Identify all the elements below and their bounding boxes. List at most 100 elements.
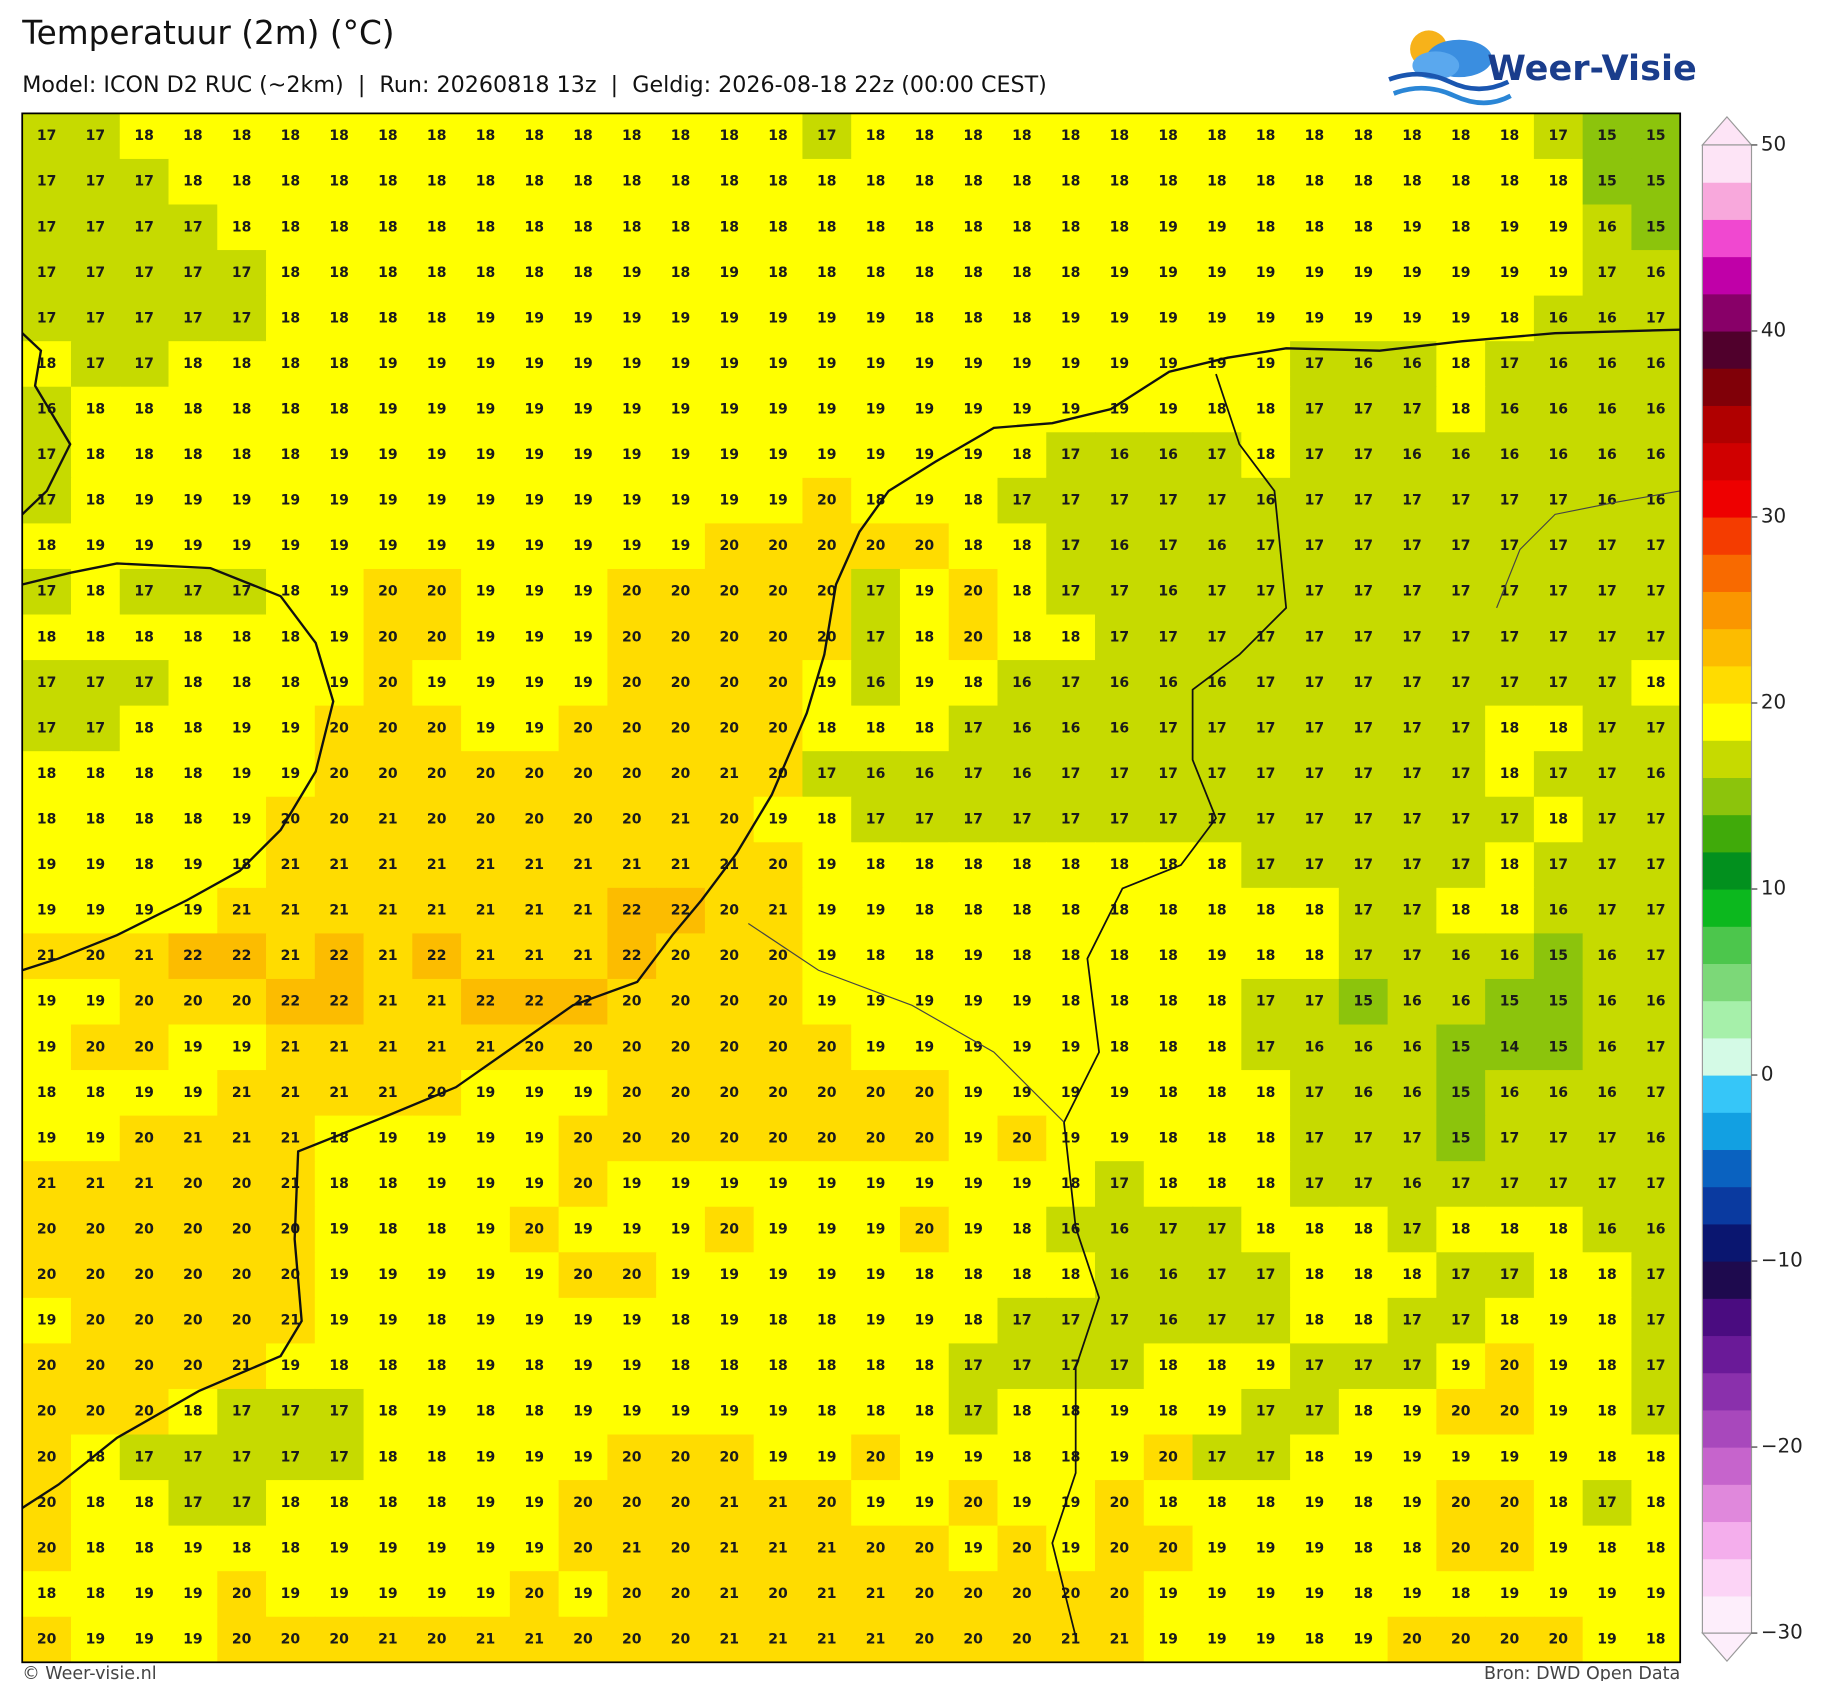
cell-value: 18: [1305, 1267, 1325, 1283]
cell-value: 19: [524, 1130, 544, 1146]
map-cell: [266, 386, 316, 433]
cell-value: 19: [720, 1176, 740, 1192]
cell-value: 19: [1402, 1404, 1422, 1420]
cell-value: 18: [817, 1358, 837, 1374]
cell-value: 18: [183, 629, 203, 645]
cell-value: 19: [915, 493, 935, 509]
cell-value: 19: [1305, 1586, 1325, 1602]
map-cell: [558, 432, 609, 479]
cell-value: 17: [1207, 493, 1227, 509]
cell-value: 18: [1597, 1449, 1617, 1465]
map-cell: [1192, 250, 1243, 297]
cell-value: 20: [915, 1085, 935, 1101]
map-cell: [704, 386, 755, 433]
map-cell: [899, 250, 950, 297]
cell-value: 17: [1061, 538, 1081, 554]
map-cell: [1095, 523, 1145, 570]
map-cell: [168, 250, 218, 297]
cell-value: 18: [524, 1404, 544, 1420]
map-cell: [509, 250, 560, 297]
map-cell: [119, 614, 170, 661]
map-cell: [1387, 477, 1438, 525]
cell-value: 16: [1158, 1313, 1178, 1329]
map-cell: [704, 660, 755, 707]
cell-value: 19: [817, 1267, 837, 1283]
map-cell: [1143, 432, 1194, 479]
cell-value: 18: [134, 812, 154, 828]
map-cell: [948, 250, 999, 297]
cell-value: 19: [329, 1540, 349, 1556]
map-cell: [656, 614, 706, 661]
cell-value: 17: [1402, 538, 1422, 554]
cell-value: 21: [476, 1632, 496, 1648]
cell-value: 19: [329, 629, 349, 645]
cell-value: 19: [427, 1586, 447, 1602]
map-cell: [1533, 250, 1584, 297]
map-cell: [217, 295, 267, 342]
cell-value: 19: [281, 1586, 301, 1602]
map-cell: [948, 751, 999, 798]
cell-value: 21: [720, 1495, 740, 1511]
cell-value: 20: [866, 1130, 886, 1146]
colorbar-swatch: [1702, 1521, 1752, 1560]
colorbar-swatch: [1702, 851, 1752, 890]
cell-value: 18: [86, 402, 106, 418]
map-cell: [1095, 250, 1145, 297]
cell-value: 18: [183, 447, 203, 463]
map-cell: [1241, 705, 1291, 752]
cell-value: 17: [37, 447, 57, 463]
map-cell: [656, 432, 706, 479]
cell-value: 20: [573, 720, 593, 736]
map-cell: [1095, 568, 1145, 616]
map-cell: [119, 705, 170, 752]
cell-value: 19: [427, 1176, 447, 1192]
cell-value: 18: [378, 1222, 398, 1238]
cell-value: 18: [720, 128, 740, 144]
map-cell: [1582, 705, 1633, 752]
cell-value: 19: [37, 1039, 57, 1055]
colorbar-swatch: [1702, 889, 1752, 927]
cell-value: 17: [1012, 1313, 1032, 1329]
cell-value: 18: [183, 766, 203, 782]
cell-value: 18: [866, 948, 886, 964]
map-cell: [1436, 113, 1486, 160]
cell-value: 20: [720, 538, 740, 554]
cell-value: 21: [622, 857, 642, 873]
cell-value: 21: [866, 1586, 886, 1602]
cell-value: 19: [768, 1449, 788, 1465]
map-cell: [168, 523, 218, 570]
cell-value: 20: [720, 1449, 740, 1465]
map-cell: [558, 523, 609, 570]
cell-value: 18: [1207, 1358, 1227, 1374]
cell-value: 19: [817, 1449, 837, 1465]
map-cell: [266, 614, 316, 661]
cell-value: 18: [1646, 1540, 1666, 1556]
cell-value: 18: [1012, 447, 1032, 463]
cell-value: 18: [378, 265, 398, 281]
cell-value: 21: [768, 903, 788, 919]
colorbar-tick-label: 10: [1761, 877, 1786, 900]
cell-value: 17: [1646, 1267, 1666, 1283]
map-cell: [607, 705, 657, 752]
cell-value: 18: [573, 128, 593, 144]
cell-value: 18: [622, 174, 642, 190]
cell-value: 19: [1305, 310, 1325, 326]
cell-value: 21: [37, 1176, 57, 1192]
map-cell: [1192, 568, 1243, 616]
cell-value: 17: [1256, 584, 1276, 600]
map-cell: [1192, 614, 1243, 661]
cell-value: 21: [378, 857, 398, 873]
cell-value: 17: [1207, 720, 1227, 736]
cell-value: 20: [86, 1267, 106, 1283]
cell-value: 18: [378, 1404, 398, 1420]
cell-value: 18: [329, 219, 349, 235]
cell-value: 19: [866, 1176, 886, 1192]
map-cell: [899, 477, 950, 525]
map-cell: [1290, 113, 1340, 160]
cell-value: 18: [134, 1540, 154, 1556]
cell-value: 20: [183, 1176, 203, 1192]
cell-value: 15: [1646, 128, 1666, 144]
cell-value: 19: [1012, 356, 1032, 372]
map-cell: [168, 614, 218, 661]
